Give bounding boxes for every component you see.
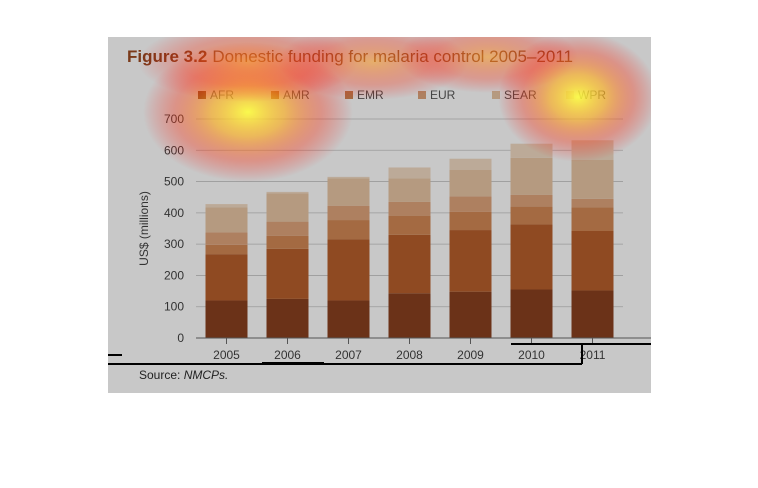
- legend: AFR AMR EMR EUR SEAR WPR: [198, 88, 606, 102]
- bar-segment: [266, 191, 309, 194]
- bar-segment: [571, 159, 614, 199]
- bar-segment: [510, 157, 553, 195]
- bar-segment: [266, 193, 309, 222]
- bar-stack: [449, 158, 492, 338]
- bar-segment: [571, 198, 614, 208]
- bar-segment: [571, 140, 614, 160]
- bar-segment: [266, 221, 309, 236]
- source-label: Source:: [139, 368, 181, 382]
- y-axis-label: US$ (millions): [137, 191, 151, 266]
- bar-segment: [205, 244, 248, 255]
- bar-segment: [449, 169, 492, 197]
- x-tick-label: 2010: [518, 348, 545, 362]
- bar-segment: [449, 211, 492, 231]
- source-text: NMCPs.: [183, 368, 229, 382]
- bar-segment: [327, 178, 370, 206]
- bar-segment: [388, 234, 431, 294]
- stacked-bar-chart: 0 100 200 300 400 500 600 700 2005 2006 2007 2008 20…: [137, 88, 651, 362]
- bar-segment: [205, 300, 248, 338]
- legend-label: AFR: [210, 88, 234, 102]
- bar-segment: [449, 291, 492, 338]
- y-tick-label: 500: [164, 175, 184, 189]
- decor-line: [108, 354, 122, 356]
- legend-swatch: [492, 91, 500, 99]
- legend-label: WPR: [578, 88, 606, 102]
- bar-segment: [205, 254, 248, 301]
- figure-number: Figure 3.2: [127, 47, 208, 66]
- bar-segment: [571, 231, 614, 291]
- bar-segment: [205, 204, 248, 208]
- legend-swatch: [271, 91, 279, 99]
- bar-segment: [327, 176, 370, 179]
- figure-panel: 0 100 200 300 400 500 600 700 2005 2006 2007 2008 20…: [108, 37, 651, 393]
- figure-title: Figure 3.2 Domestic funding for malaria c…: [127, 47, 573, 67]
- legend-swatch: [345, 91, 353, 99]
- y-tick-label: 0: [177, 331, 184, 345]
- bar-segment: [388, 201, 431, 216]
- x-tick-label: 2006: [274, 348, 301, 362]
- bar-segment: [266, 248, 309, 299]
- decor-line: [262, 362, 324, 364]
- bar-stack: [205, 204, 248, 338]
- x-tick-label: 2008: [396, 348, 423, 362]
- bar-segment: [266, 235, 309, 249]
- bar-segment: [327, 220, 370, 240]
- bar-segment: [327, 205, 370, 221]
- bar-segment: [388, 293, 431, 338]
- bar-segment: [571, 207, 614, 232]
- x-tick-label: 2005: [213, 348, 240, 362]
- bar-segment: [327, 300, 370, 338]
- bar-segment: [449, 230, 492, 292]
- bar-segment: [510, 194, 553, 207]
- x-tick-label: 2011: [580, 348, 606, 362]
- bar-segment: [510, 143, 553, 158]
- bar-segment: [571, 290, 614, 338]
- bar-segment: [205, 207, 248, 233]
- y-tick-label: 600: [164, 143, 184, 157]
- bar-segment: [510, 224, 553, 290]
- figure-title-text: Domestic funding for malaria control 200…: [212, 47, 573, 66]
- bar-stack: [510, 143, 553, 338]
- y-tick-label: 700: [164, 112, 184, 126]
- legend-label: EMR: [357, 88, 384, 102]
- bar-stack: [327, 176, 370, 338]
- legend-swatch: [418, 91, 426, 99]
- bar-segment: [510, 289, 553, 338]
- bar-segment: [205, 232, 248, 245]
- bar-segment: [449, 158, 492, 170]
- bar-stack: [266, 191, 309, 338]
- legend-swatch: [198, 91, 206, 99]
- source-note: Source: NMCPs.: [139, 368, 228, 382]
- bar-segment: [449, 196, 492, 212]
- legend-swatch: [566, 91, 574, 99]
- y-tick-label: 300: [164, 237, 184, 251]
- x-tick-label: 2007: [335, 348, 362, 362]
- bar-segment: [327, 239, 370, 301]
- bar-stack: [388, 167, 431, 338]
- bar-segment: [388, 167, 431, 179]
- legend-label: AMR: [283, 88, 310, 102]
- y-tick-label: 200: [164, 268, 184, 282]
- bar-segment: [388, 215, 431, 235]
- legend-label: EUR: [430, 88, 456, 102]
- decor-line: [108, 363, 582, 365]
- bar-segment: [266, 298, 309, 338]
- bar-segment: [510, 206, 553, 225]
- bar-groups: [205, 140, 614, 338]
- x-tick-label: 2009: [457, 348, 484, 362]
- y-tick-label: 100: [164, 300, 184, 314]
- bar-segment: [388, 178, 431, 202]
- legend-label: SEAR: [504, 88, 537, 102]
- decor-line: [581, 343, 583, 364]
- bar-stack: [571, 140, 614, 338]
- y-tick-label: 400: [164, 206, 184, 220]
